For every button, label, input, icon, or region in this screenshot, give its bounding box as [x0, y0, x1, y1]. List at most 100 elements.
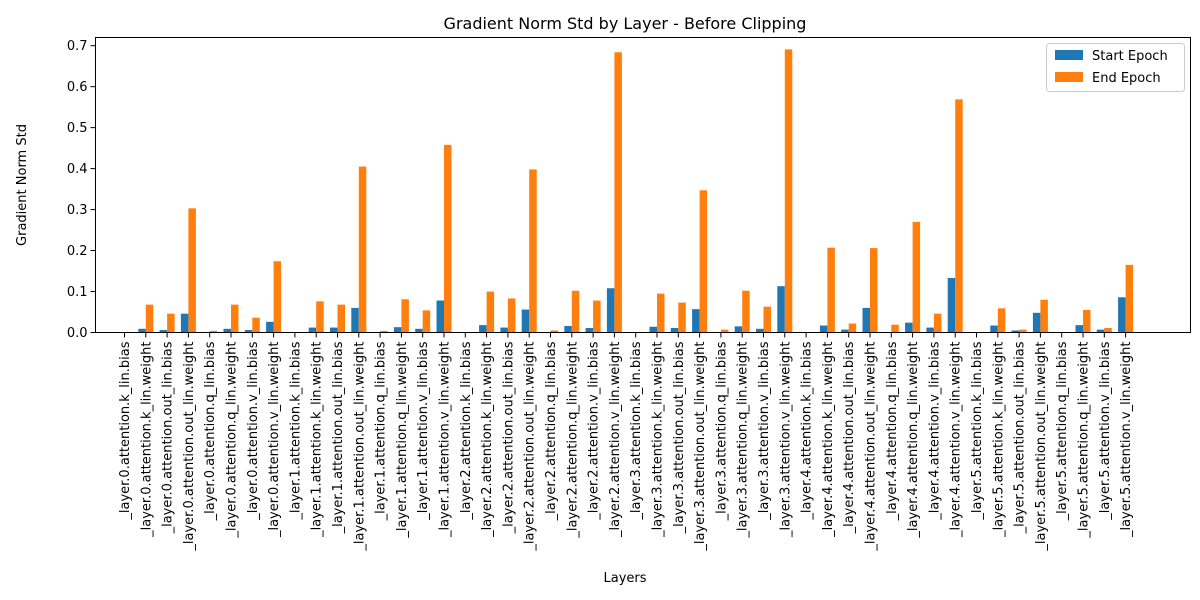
bar-start-epoch: [244, 330, 253, 333]
x-tick-label: _layer.2.attention.out_lin.weight: [523, 342, 538, 552]
bar-start-epoch: [415, 328, 423, 333]
bar-end-epoch: [252, 317, 260, 333]
bar-end-epoch: [848, 323, 857, 333]
bar-end-epoch: [1125, 264, 1134, 333]
x-tick-label: _layer.5.attention.v_lin.weight: [1119, 342, 1134, 539]
bar-start-epoch: [819, 325, 828, 333]
bar-end-epoch: [933, 313, 942, 333]
x-tick-label: _layer.5.attention.q_lin.weight: [1077, 342, 1092, 539]
x-tick-label: _layer.2.attention.out_lin.bias: [501, 341, 516, 534]
bar-start-epoch: [564, 325, 572, 333]
bar-start-epoch: [393, 327, 402, 333]
bar-end-epoch: [444, 144, 452, 333]
bar-end-epoch: [358, 166, 367, 333]
x-tick-label: _layer.1.attention.v_lin.bias: [416, 341, 431, 521]
bar-end-epoch: [657, 293, 665, 333]
bar-end-epoch: [507, 298, 516, 333]
x-tick-label: _layer.5.attention.k_lin.weight: [991, 342, 1006, 538]
y-tick-label: 0.0: [67, 326, 88, 341]
bar-start-epoch: [777, 286, 785, 333]
bar-start-epoch: [1096, 329, 1105, 333]
bar-end-epoch: [912, 221, 921, 333]
bar-start-epoch: [585, 327, 594, 333]
x-axis-ticks: _layer.0.attention.k_lin.bias _layer.0.at…: [118, 332, 1134, 552]
bar-end-epoch: [891, 324, 899, 333]
x-tick-label: _layer.3.attention.out_lin.weight: [693, 342, 708, 552]
x-tick-label: _layer.0.attention.v_lin.bias: [246, 341, 261, 521]
bar-end-epoch: [720, 329, 729, 333]
bar-end-epoch: [742, 290, 750, 333]
x-tick-label: _layer.2.attention.k_lin.bias: [459, 341, 474, 520]
bar-start-epoch: [159, 330, 168, 333]
y-tick-label: 0.2: [67, 244, 88, 259]
x-tick-label: _layer.1.attention.k_lin.weight: [310, 342, 325, 538]
bar-end-epoch: [593, 300, 601, 333]
x-tick-label: _layer.3.attention.q_lin.weight: [736, 342, 751, 539]
bar-start-epoch: [436, 300, 444, 333]
bar-start-epoch: [266, 321, 274, 333]
legend-swatch-start-epoch: [1055, 50, 1083, 60]
x-tick-label: _layer.2.attention.q_lin.weight: [565, 342, 580, 539]
x-tick-label: _layer.0.attention.k_lin.bias: [118, 341, 133, 520]
bar-end-epoch: [167, 313, 175, 333]
bar-end-epoch: [784, 49, 793, 333]
bar-end-epoch: [231, 304, 239, 333]
bar-start-epoch: [330, 327, 338, 333]
y-tick-label: 0.4: [67, 162, 88, 177]
x-tick-label: _layer.4.attention.q_lin.weight: [906, 342, 921, 539]
x-tick-label: _layer.1.attention.q_lin.weight: [395, 342, 410, 539]
bar-end-epoch: [571, 290, 580, 333]
x-tick-label: _layer.5.attention.k_lin.bias: [970, 341, 985, 520]
bar-start-epoch: [1118, 297, 1126, 333]
x-tick-label: _layer.4.attention.q_lin.bias: [885, 341, 900, 521]
bar-end-epoch: [145, 304, 154, 333]
y-axis-ticks: 0.0 0.1 0.2 0.3 0.4 0.5 0.6 0.7: [67, 39, 96, 341]
bar-start-epoch: [692, 309, 700, 333]
bar-end-epoch: [273, 261, 282, 333]
bar-end-epoch: [529, 169, 537, 333]
y-tick-label: 0.6: [67, 80, 88, 95]
bar-end-epoch: [486, 291, 495, 333]
x-tick-label: _layer.3.attention.out_lin.bias: [672, 341, 687, 534]
x-tick-label: _layer.4.attention.v_lin.bias: [927, 341, 942, 521]
bar-end-epoch: [1104, 327, 1112, 333]
x-tick-label: _layer.1.attention.out_lin.bias: [331, 341, 346, 534]
x-tick-label: _layer.0.attention.q_lin.bias: [203, 341, 218, 521]
x-tick-label: _layer.5.attention.q_lin.bias: [1055, 341, 1070, 521]
x-tick-label: _layer.4.attention.out_lin.bias: [842, 341, 857, 534]
x-tick-label: _layer.0.attention.out_lin.bias: [161, 341, 176, 534]
x-tick-label: _layer.3.attention.v_lin.bias: [757, 341, 772, 521]
bar-end-epoch: [188, 208, 196, 333]
x-tick-label: _layer.5.attention.out_lin.bias: [1013, 341, 1028, 534]
x-tick-label: _layer.0.attention.out_lin.weight: [182, 342, 197, 552]
bar-start-epoch: [990, 325, 998, 333]
bar-start-epoch: [479, 325, 487, 333]
bar-end-epoch: [422, 310, 431, 333]
bar-start-epoch: [947, 278, 956, 333]
x-tick-label: _layer.3.attention.q_lin.bias: [714, 341, 729, 521]
bar-start-epoch: [1075, 325, 1083, 333]
x-tick-label: _layer.1.attention.out_lin.weight: [352, 342, 367, 552]
x-tick-label: _layer.4.attention.k_lin.bias: [800, 341, 815, 520]
bar-start-epoch: [670, 327, 679, 333]
bar-end-epoch: [1019, 329, 1027, 333]
x-tick-label: _layer.3.attention.k_lin.weight: [651, 342, 666, 538]
x-tick-label: _layer.1.attention.q_lin.bias: [374, 341, 389, 521]
y-tick-label: 0.1: [67, 285, 88, 300]
x-tick-label: _layer.0.attention.v_lin.weight: [267, 342, 282, 539]
bar-start-epoch: [500, 327, 508, 333]
bar-start-epoch: [308, 327, 317, 333]
bar-end-epoch: [401, 299, 409, 333]
bar-end-epoch: [827, 247, 835, 333]
bar-start-epoch: [734, 326, 743, 333]
bars: [138, 49, 1134, 333]
legend: Start Epoch End Epoch: [1046, 43, 1185, 92]
bar-end-epoch: [1040, 299, 1048, 333]
bar-end-epoch: [870, 248, 878, 333]
x-tick-label: _layer.4.attention.v_lin.weight: [949, 342, 964, 539]
bar-start-epoch: [1032, 312, 1041, 333]
x-tick-label: _layer.4.attention.out_lin.weight: [864, 342, 879, 552]
bar-end-epoch: [1083, 309, 1091, 333]
bar-start-epoch: [223, 328, 231, 333]
